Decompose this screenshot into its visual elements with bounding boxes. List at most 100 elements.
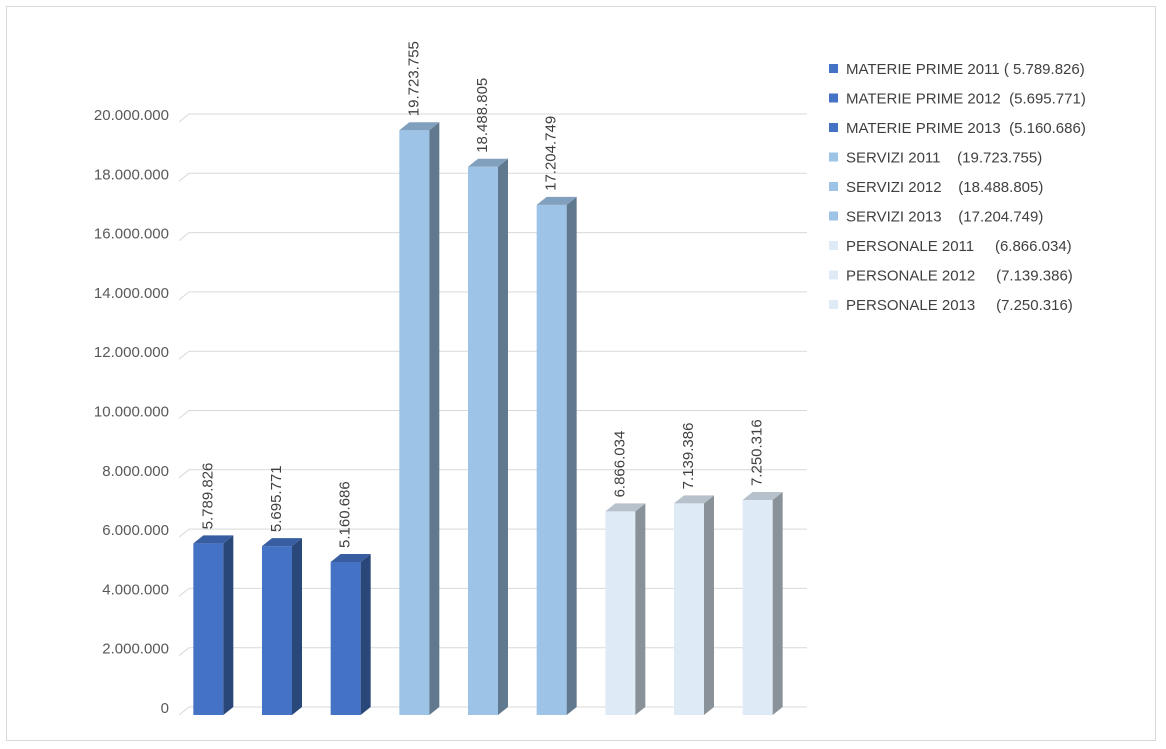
bar-side bbox=[498, 158, 508, 715]
bar bbox=[330, 553, 371, 715]
y-tick-label: 10.000.000 bbox=[94, 404, 169, 421]
legend-label: MATERIE PRIME 2013 (5.160.686) bbox=[846, 120, 1086, 137]
legend-label: PERSONALE 2011 (6.866.034) bbox=[846, 238, 1072, 255]
bar bbox=[605, 503, 646, 715]
bar-top bbox=[674, 495, 714, 504]
legend-swatch bbox=[829, 123, 838, 132]
y-tick-label: 20.000.000 bbox=[94, 107, 169, 124]
bar-side bbox=[223, 535, 234, 715]
legend-item: PERSONALE 2013 (7.250.316) bbox=[829, 297, 1073, 314]
bar-side bbox=[635, 503, 646, 715]
bar bbox=[674, 495, 714, 715]
legend-swatch bbox=[829, 211, 838, 221]
y-tick-label: 18.000.000 bbox=[94, 166, 169, 183]
legend-swatch bbox=[829, 182, 838, 191]
bar-front bbox=[193, 543, 224, 715]
bar-side bbox=[292, 538, 302, 715]
data-label: 18.488.805 bbox=[474, 78, 491, 153]
data-label: 5.695.771 bbox=[268, 465, 285, 532]
bar-top bbox=[742, 492, 783, 501]
bar-side bbox=[772, 492, 783, 715]
bar-top bbox=[536, 196, 577, 205]
gridline bbox=[178, 469, 807, 479]
bar-front bbox=[262, 546, 292, 715]
bar-front bbox=[468, 166, 498, 715]
data-labels: 5.789.826 5.695.771 5.160.686 19.723.755 18.… bbox=[199, 41, 765, 548]
bar-top bbox=[468, 158, 508, 167]
legend-swatch bbox=[829, 152, 838, 162]
legend-item: SERVIZI 2012 (18.488.805) bbox=[829, 179, 1043, 196]
legend-item: PERSONALE 2012 (7.139.386) bbox=[829, 268, 1073, 285]
y-tick-label: 8.000.000 bbox=[102, 463, 169, 480]
y-tick-label: 6.000.000 bbox=[102, 522, 169, 539]
legend-label: MATERIE PRIME 2012 (5.695.771) bbox=[846, 91, 1086, 108]
bar-front bbox=[536, 204, 567, 715]
data-label: 5.789.826 bbox=[199, 463, 216, 530]
legend: MATERIE PRIME 2011 ( 5.789.826) MATERIE P… bbox=[829, 61, 1086, 314]
bar bbox=[193, 535, 234, 715]
y-tick-label: 0 bbox=[161, 700, 169, 717]
y-tick-label: 4.000.000 bbox=[102, 581, 169, 598]
bar-side bbox=[566, 196, 577, 715]
gridline bbox=[178, 706, 807, 716]
data-label: 19.723.755 bbox=[405, 41, 422, 116]
bar-side bbox=[429, 122, 440, 715]
legend-swatch bbox=[829, 64, 838, 73]
gridline bbox=[178, 291, 807, 301]
chart-area: 0 2.000.000 4.000.000 6.000.000 8.000.000 10.… bbox=[6, 6, 1156, 741]
legend-label: SERVIZI 2012 (18.488.805) bbox=[846, 179, 1043, 196]
bar-side bbox=[360, 553, 371, 715]
legend-swatch bbox=[829, 270, 838, 280]
legend-item: SERVIZI 2013 (17.204.749) bbox=[829, 209, 1043, 226]
bar-top bbox=[330, 553, 371, 562]
data-label: 6.866.034 bbox=[611, 431, 628, 498]
bar-chart: 0 2.000.000 4.000.000 6.000.000 8.000.000 10.… bbox=[94, 41, 1086, 717]
legend-swatch bbox=[829, 241, 838, 250]
bar bbox=[536, 196, 577, 715]
bar-top bbox=[399, 122, 440, 131]
bar-front bbox=[742, 500, 773, 715]
bar bbox=[262, 538, 302, 715]
gridline bbox=[178, 587, 807, 597]
y-tick-label: 2.000.000 bbox=[102, 641, 169, 658]
legend-label: SERVIZI 2011 (19.723.755) bbox=[846, 150, 1042, 167]
bar-front bbox=[674, 503, 704, 715]
y-tick-label: 16.000.000 bbox=[94, 226, 169, 243]
legend-item: MATERIE PRIME 2011 ( 5.789.826) bbox=[829, 61, 1085, 78]
gridline bbox=[178, 113, 807, 123]
legend-label: PERSONALE 2013 (7.250.316) bbox=[846, 297, 1073, 314]
bar-front bbox=[330, 561, 361, 715]
gridline bbox=[178, 172, 807, 182]
legend-item: PERSONALE 2011 (6.866.034) bbox=[829, 238, 1072, 255]
legend-item: MATERIE PRIME 2013 (5.160.686) bbox=[829, 120, 1086, 137]
y-tick-label: 12.000.000 bbox=[94, 344, 169, 361]
legend-label: SERVIZI 2013 (17.204.749) bbox=[846, 209, 1043, 226]
legend-label: MATERIE PRIME 2011 ( 5.789.826) bbox=[846, 61, 1085, 78]
y-tick-label: 14.000.000 bbox=[94, 285, 169, 302]
legend-item: SERVIZI 2011 (19.723.755) bbox=[829, 150, 1042, 167]
legend-swatch bbox=[829, 300, 838, 309]
legend-item: MATERIE PRIME 2012 (5.695.771) bbox=[829, 91, 1086, 108]
gridlines bbox=[178, 113, 807, 716]
bar-top bbox=[193, 535, 234, 544]
bar-top bbox=[605, 503, 646, 512]
bar bbox=[468, 158, 508, 715]
bar-front bbox=[605, 511, 636, 715]
gridline bbox=[178, 232, 807, 241]
bar-top bbox=[262, 538, 302, 547]
gridline bbox=[178, 410, 807, 419]
bar-front bbox=[399, 130, 430, 715]
data-label: 7.250.316 bbox=[749, 419, 766, 486]
gridline bbox=[178, 647, 807, 657]
bar bbox=[399, 122, 440, 715]
data-label: 7.139.386 bbox=[680, 423, 697, 490]
bar-side bbox=[704, 495, 714, 715]
data-label: 17.204.749 bbox=[543, 116, 560, 191]
legend-swatch bbox=[829, 93, 838, 103]
bar bbox=[742, 492, 783, 715]
gridline bbox=[178, 350, 807, 360]
data-label: 5.160.686 bbox=[337, 481, 354, 548]
y-axis-tick-labels: 0 2.000.000 4.000.000 6.000.000 8.000.000 10.… bbox=[94, 107, 169, 717]
legend-label: PERSONALE 2012 (7.139.386) bbox=[846, 268, 1073, 285]
bars bbox=[193, 122, 783, 715]
